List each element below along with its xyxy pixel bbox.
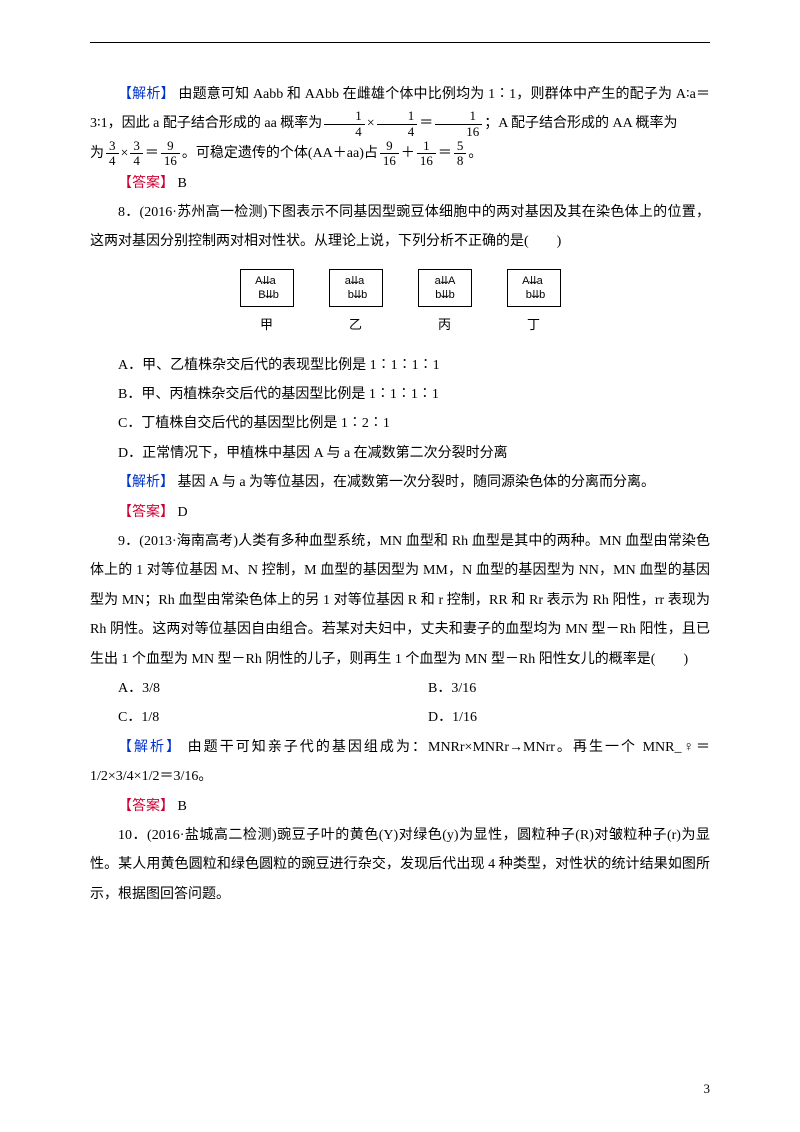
diagram-yi: a⇊a b⇊b 乙 [329,269,383,339]
q7-analysis-para2: 为34×34＝916。可稳定遗传的个体(AA＋aa)占916＋116＝58。 [90,139,710,169]
analysis-text: 由题干可知亲子代的基因组成为：MNRr×MNRr→MNrr。再生一个 MNR_♀… [90,740,710,784]
q8-answer: 【答案】 D [90,498,710,527]
page-number: 3 [704,1075,711,1102]
fraction: 14 [324,109,365,139]
q9-options-row2: C．1/8 D．1/16 [90,703,710,732]
fraction: 14 [377,109,418,139]
q9-options-row1: A．3/8 B．3/16 [90,674,710,703]
q8-stem: 8．(2016·苏州高一检测)下图表示不同基因型豌豆体细胞中的两对基因及其在染色… [90,198,710,257]
analysis-label: 【解析】 [118,475,174,490]
q9-option-c: C．1/8 [90,703,400,732]
header-rule [90,42,710,43]
diagram-jia: A⇊a B⇊b 甲 [240,269,294,339]
q8-option-d: D．正常情况下，甲植株中基因 A 与 a 在减数第二次分裂时分离 [90,439,710,468]
q9-option-b: B．3/16 [400,674,710,703]
fraction: 58 [454,139,467,169]
answer-value: D [178,505,188,520]
q8-option-c: C．丁植株自交后代的基因型比例是 1∶2∶1 [90,409,710,438]
q8-option-b: B．甲、丙植株杂交后代的基因型比例是 1∶1∶1∶1 [90,380,710,409]
gene-diagrams: A⇊a B⇊b 甲 a⇊a b⇊b 乙 a⇊A b⇊b 丙 A⇊a b⇊b [90,269,710,339]
answer-label: 【答案】 [118,505,174,520]
q7-answer: 【答案】 B [90,169,710,198]
fraction: 916 [380,139,399,169]
q9-stem: 9．(2013·海南高考)人类有多种血型系统，MN 血型和 Rh 血型是其中的两… [90,527,710,674]
analysis-label: 【解析】 [118,740,182,755]
q10-stem: 10．(2016·盐城高二检测)豌豆子叶的黄色(Y)对绿色(y)为显性，圆粒种子… [90,821,710,909]
q9-analysis: 【解析】 由题干可知亲子代的基因组成为：MNRr×MNRr→MNrr。再生一个 … [90,733,710,792]
diagram-ding: A⇊a b⇊b 丁 [507,269,561,339]
q9-option-a: A．3/8 [90,674,400,703]
analysis-label: 【解析】 [118,87,175,102]
q9-answer: 【答案】 B [90,792,710,821]
page-content: 【解析】 由题意可知 Aabb 和 AAbb 在雌雄个体中比例均为 1∶1，则群… [90,80,710,909]
answer-label: 【答案】 [118,176,174,191]
diagram-bing: a⇊A b⇊b 丙 [418,269,472,339]
q9-option-d: D．1/16 [400,703,710,732]
q8-option-a: A．甲、乙植株杂交后代的表现型比例是 1∶1∶1∶1 [90,351,710,380]
answer-value: B [178,799,187,814]
answer-value: B [178,176,187,191]
fraction: 916 [161,139,180,169]
q7-analysis-para: 【解析】 由题意可知 Aabb 和 AAbb 在雌雄个体中比例均为 1∶1，则群… [90,80,710,139]
fraction: 116 [435,109,482,139]
fraction: 116 [417,139,436,169]
fraction: 34 [106,139,119,169]
fraction: 34 [130,139,143,169]
q8-analysis: 【解析】 基因 A 与 a 为等位基因，在减数第一次分裂时，随同源染色体的分离而… [90,468,710,497]
answer-label: 【答案】 [118,799,174,814]
analysis-text: 基因 A 与 a 为等位基因，在减数第一次分裂时，随同源染色体的分离而分离。 [178,475,656,490]
